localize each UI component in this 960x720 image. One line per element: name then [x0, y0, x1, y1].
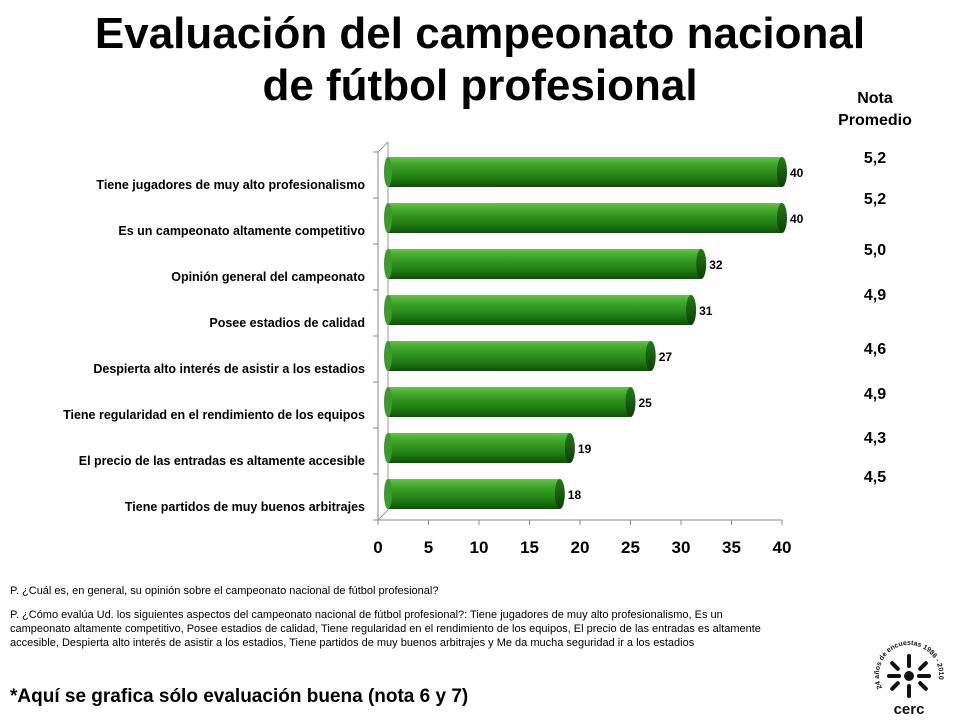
bar-body: [388, 387, 631, 417]
bar: [384, 249, 707, 279]
bar-start-cap: [384, 387, 392, 417]
category-label: El precio de las entradas es altamente a…: [78, 454, 365, 468]
bar-start-cap: [384, 479, 392, 509]
bar-data-label: 31: [699, 304, 713, 318]
bar-start-cap: [384, 433, 392, 463]
bar-body: [388, 249, 702, 279]
x-tick-label: 30: [672, 538, 691, 557]
nota-header-line-1: Nota: [857, 90, 893, 107]
x-tick-label: 0: [373, 538, 382, 557]
bar-end-cap: [686, 295, 697, 325]
bar-end-cap: [645, 341, 656, 371]
nota-value: 4,9: [863, 386, 887, 403]
footer-note: *Aquí se grafica sólo evaluación buena (…: [10, 686, 469, 707]
bar-data-label: 19: [578, 442, 592, 456]
category-label: Despierta alto interés de asistir a los …: [93, 362, 365, 376]
bar-data-label: 32: [709, 258, 723, 272]
bar-data-label: 18: [568, 488, 582, 502]
bar: [384, 387, 636, 417]
x-tick-label: 10: [470, 538, 489, 557]
bar-end-cap: [554, 479, 565, 509]
x-tick-label: 15: [520, 538, 539, 557]
nota-value: 5,0: [863, 242, 887, 259]
axis-back-wall: [377, 142, 389, 521]
chart-axes: [373, 141, 783, 525]
bar-body: [388, 203, 782, 233]
chart-title: Evaluación del campeonato nacional de fú…: [60, 8, 900, 112]
bar-body: [388, 479, 560, 509]
x-tick-label: 40: [773, 538, 792, 557]
category-label: Tiene regularidad en el rendimiento de l…: [63, 408, 365, 422]
bar-body: [388, 433, 570, 463]
axis-depth-line: [377, 141, 389, 153]
title-line-1: Evaluación del campeonato nacional: [94, 9, 866, 58]
cerc-emblem-icon: [887, 654, 931, 698]
cerc-logo: 24 años de encuestas 1986 - 2010 cerc: [874, 640, 944, 716]
x-tick-label: 5: [424, 538, 433, 557]
question-note-1: P. ¿Cuál es, en general, su opinión sobr…: [10, 585, 439, 597]
x-tick-label: 20: [571, 538, 590, 557]
nota-value: 4,9: [863, 287, 887, 304]
bar-body: [388, 341, 651, 371]
bar: [384, 479, 565, 509]
bar-data-label: 27: [659, 350, 673, 364]
nota-promedio-header: Nota Promedio: [815, 88, 935, 132]
title-line-2: de fútbol profesional: [262, 61, 698, 110]
x-tick-label: 35: [722, 538, 741, 557]
bar-end-cap: [777, 157, 787, 187]
question-note-2: P. ¿Cómo evalúa Ud. los siguientes aspec…: [10, 609, 761, 649]
bar: [384, 341, 656, 371]
bar-start-cap: [384, 203, 392, 233]
logo-wordmark: cerc: [894, 701, 925, 716]
category-label: Tiene jugadores de muy alto profesionali…: [96, 178, 365, 192]
bar-start-cap: [384, 249, 392, 279]
nota-value: 4,6: [863, 341, 887, 358]
x-tick-label: 25: [621, 538, 640, 557]
bar-body: [388, 157, 782, 187]
bar-start-cap: [384, 341, 392, 371]
bar-end-cap: [625, 387, 636, 417]
bar: [384, 203, 787, 233]
bar-end-cap: [696, 249, 707, 279]
nota-value: 5,2: [863, 191, 887, 208]
bar-data-label: 40: [790, 212, 804, 226]
nota-value: 4,3: [863, 430, 887, 447]
bar-end-cap: [564, 433, 575, 463]
bar-data-label: 25: [639, 396, 653, 410]
category-label: Es un campeonato altamente competitivo: [118, 224, 365, 238]
bar: [384, 295, 697, 325]
bar: [384, 157, 787, 187]
bar: [384, 433, 575, 463]
bar-start-cap: [384, 295, 392, 325]
chart-data-labels: 40 40 32 31 27 25 19 18: [568, 166, 804, 502]
bar-body: [388, 295, 692, 325]
nota-header-line-2: Promedio: [838, 112, 912, 129]
nota-value: 5,2: [863, 150, 887, 167]
nota-value: 4,5: [863, 469, 887, 486]
chart-tick-labels: 0 5 10 15 20 25 30 35 40: [373, 538, 791, 557]
category-label: Posee estadios de calidad: [209, 316, 365, 330]
category-label: Opinión general del campeonato: [171, 270, 365, 284]
chart-bars: [384, 157, 787, 509]
bar-end-cap: [777, 203, 787, 233]
bar-start-cap: [384, 157, 392, 187]
category-label: Tiene partidos de muy buenos arbitrajes: [124, 500, 365, 514]
bar-data-label: 40: [790, 166, 804, 180]
